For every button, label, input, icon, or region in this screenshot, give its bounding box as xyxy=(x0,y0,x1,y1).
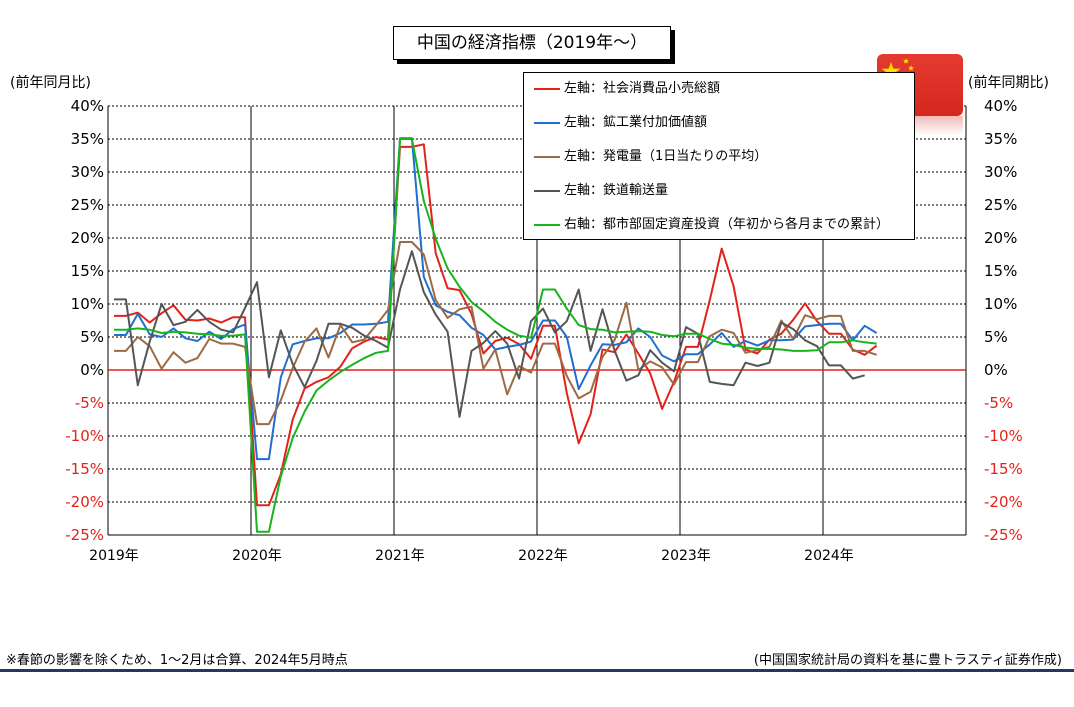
y-tick-label-left: -10% xyxy=(65,427,104,445)
legend-swatch xyxy=(534,88,560,90)
y-tick-label-left: 10% xyxy=(71,295,104,313)
y-tick-label-right: -10% xyxy=(984,427,1023,445)
x-tick-label: 2019年 xyxy=(89,548,139,564)
y-tick-label-right: 20% xyxy=(984,229,1017,247)
legend-label: 左軸：発電量（1日当たりの平均） xyxy=(564,149,768,164)
y-tick-label-left: 35% xyxy=(71,130,104,148)
y-tick-label-right: 35% xyxy=(984,130,1017,148)
y-tick-label-right: 10% xyxy=(984,295,1017,313)
y-tick-label-left: 30% xyxy=(71,163,104,181)
left-axis-unit-label: (前年同月比) xyxy=(10,75,91,91)
y-tick-label-left: -15% xyxy=(65,460,104,478)
right-axis-unit-label: (前年同期比) xyxy=(968,75,1049,91)
legend-label: 右軸：都市部固定資産投資（年初から各月までの累計） xyxy=(564,217,890,232)
y-tick-label-right: 0% xyxy=(984,361,1008,379)
series-line-2 xyxy=(114,241,877,426)
bottom-rule xyxy=(0,669,1074,672)
y-tick-label-right: -15% xyxy=(984,460,1023,478)
y-tick-label-right: -5% xyxy=(984,394,1013,412)
y-tick-label-right: 40% xyxy=(984,97,1017,115)
y-tick-label-left: -20% xyxy=(65,493,104,511)
chart-title: 中国の経済指標（2019年～） xyxy=(393,26,671,60)
legend-swatch xyxy=(534,190,560,192)
series-line-3 xyxy=(114,250,865,418)
x-tick-label: 2021年 xyxy=(375,548,425,564)
y-tick-label-right: 25% xyxy=(984,196,1017,214)
legend-label: 左軸：鉱工業付加価値額 xyxy=(564,115,708,130)
legend-label: 左軸：社会消費品小売総額 xyxy=(564,81,721,96)
footnote-left: ※春節の影響を除くため、1～2月は合算、2024年5月時点 xyxy=(6,653,348,668)
y-tick-label-left: 0% xyxy=(80,361,104,379)
x-tick-label: 2022年 xyxy=(518,548,568,564)
y-tick-label-right: 15% xyxy=(984,262,1017,280)
y-tick-label-left: 15% xyxy=(71,262,104,280)
legend-label: 左軸：鉄道輸送量 xyxy=(564,183,669,198)
legend-swatch xyxy=(534,122,560,124)
footnote-right: (中国国家統計局の資料を基に豊トラスティ証券作成) xyxy=(753,653,1062,668)
y-tick-label-left: 25% xyxy=(71,196,104,214)
y-tick-label-left: 20% xyxy=(71,229,104,247)
y-tick-label-right: 30% xyxy=(984,163,1017,181)
legend-swatch xyxy=(534,224,560,226)
y-tick-label-left: -25% xyxy=(65,526,104,544)
y-tick-label-left: -5% xyxy=(75,394,104,412)
legend-swatch xyxy=(534,156,560,158)
x-tick-label: 2023年 xyxy=(661,548,711,564)
y-tick-label-right: 5% xyxy=(984,328,1008,346)
chart-legend: 左軸：社会消費品小売総額 左軸：鉱工業付加価値額左軸：発電量（1日当たりの平均） 左… xyxy=(523,72,915,240)
y-tick-label-right: -20% xyxy=(984,493,1023,511)
y-tick-label-left: 40% xyxy=(71,97,104,115)
series-line-4 xyxy=(114,138,877,533)
x-tick-label: 2024年 xyxy=(804,548,854,564)
y-tick-label-right: -25% xyxy=(984,526,1023,544)
x-tick-label: 2020年 xyxy=(232,548,282,564)
y-tick-label-left: 5% xyxy=(80,328,104,346)
